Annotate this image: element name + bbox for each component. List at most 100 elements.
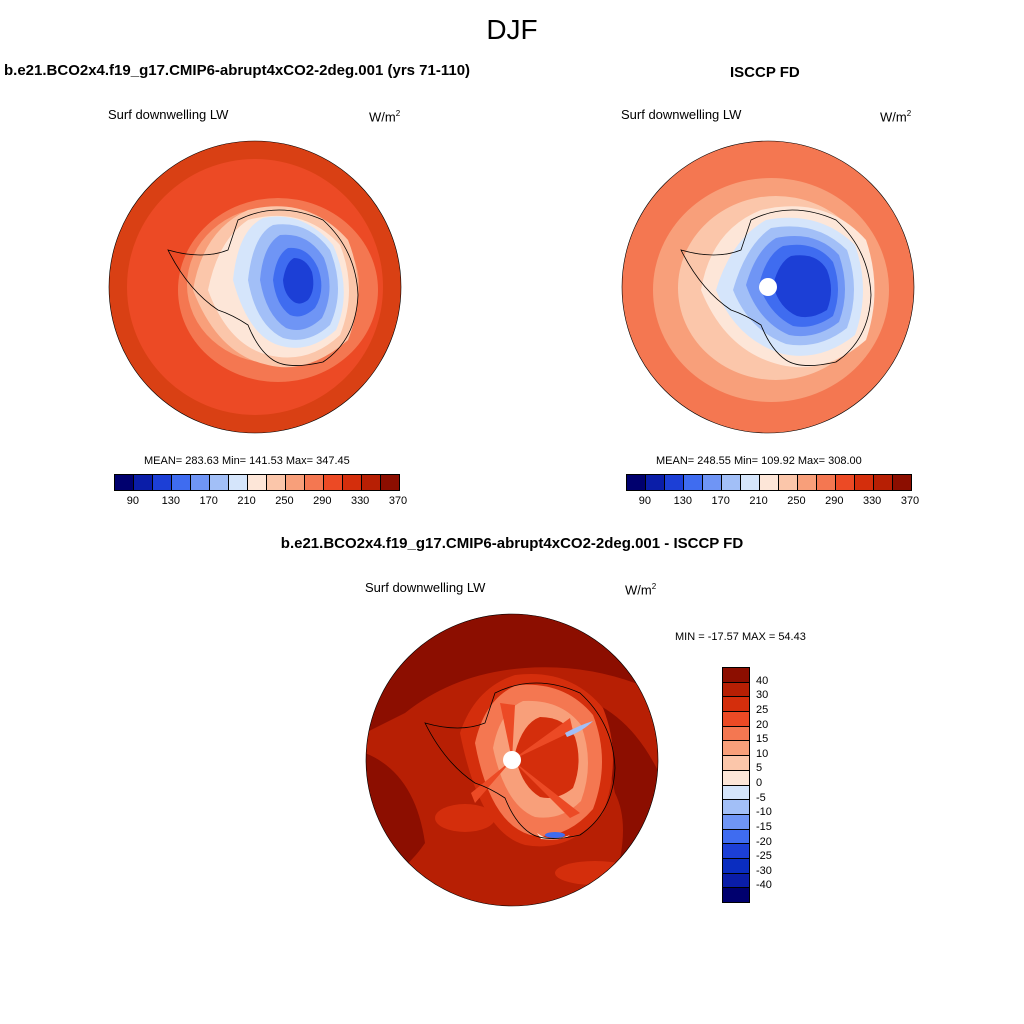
colorbar-tick-label: -25 — [756, 850, 772, 863]
colorbar-swatch — [684, 475, 703, 490]
colorbar-tick-label: -10 — [756, 806, 772, 819]
colorbar-tick-label: 370 — [388, 495, 408, 507]
colorbar-tick-label: -20 — [756, 835, 772, 848]
colorbar-tick-label: 40 — [756, 674, 769, 687]
panel3-variable: Surf downwelling LW — [365, 580, 486, 595]
colorbar-tick-label: 130 — [673, 495, 692, 507]
panel1-stats: MEAN= 283.63 Min= 141.53 Max= 347.45 — [144, 455, 350, 467]
colorbar-tick-label: -15 — [756, 820, 772, 833]
pole-hole — [759, 278, 777, 296]
map-panel1 — [108, 140, 402, 434]
colorbar-tick-label: 330 — [350, 495, 370, 507]
colorbar-tick-label: 0 — [756, 777, 763, 789]
panel2-title: ISCCP FD — [730, 64, 800, 81]
colorbar-swatch — [191, 475, 210, 490]
colorbar-swatch — [248, 475, 267, 490]
colorbar-tick-label: 5 — [756, 762, 763, 775]
colorbar-swatch — [723, 844, 749, 859]
colorbar-swatch — [723, 888, 749, 902]
panel2-colorbar-ticks: 90 130 170 210 250 290 330 370 — [626, 495, 919, 509]
colorbar-swatch — [723, 726, 749, 742]
colorbar-swatch — [305, 475, 324, 490]
panel2-units: W/m2 — [880, 109, 912, 125]
panel3-colorbar — [722, 667, 750, 903]
colorbar-swatch — [723, 814, 749, 830]
colorbar-swatch — [362, 475, 381, 490]
panel3-colorbar-ticks: 40 30 25 20 15 10 5 0 -5 -10 -15 -20 -25 -30 -40 — [756, 667, 796, 901]
colorbar-tick-label: 15 — [756, 733, 769, 746]
colorbar-swatch — [723, 668, 749, 683]
colorbar-swatch — [798, 475, 817, 490]
colorbar-tick-label: 290 — [825, 495, 844, 507]
colorbar-swatch — [723, 756, 749, 771]
map-panel2 — [621, 140, 915, 434]
colorbar-tick-label: 370 — [900, 495, 920, 507]
colorbar-swatch — [723, 829, 749, 845]
colorbar-swatch — [723, 800, 749, 815]
colorbar-swatch — [229, 475, 248, 490]
colorbar-tick-label: 90 — [638, 495, 652, 507]
colorbar-tick-label: -30 — [756, 864, 772, 877]
panel2-variable: Surf downwelling LW — [621, 107, 742, 122]
colorbar-swatch — [723, 741, 749, 757]
colorbar-tick-label: -5 — [756, 791, 766, 804]
colorbar-swatch — [836, 475, 855, 490]
colorbar-swatch — [817, 475, 836, 490]
colorbar-swatch — [172, 475, 191, 490]
colorbar-tick-label: 170 — [199, 495, 218, 507]
map-panel3 — [365, 613, 659, 907]
colorbar-swatch — [722, 475, 741, 490]
colorbar-swatch — [779, 475, 798, 490]
colorbar-swatch — [723, 712, 749, 727]
colorbar-tick-label: 130 — [161, 495, 180, 507]
colorbar-swatch — [723, 770, 749, 786]
colorbar-swatch — [134, 475, 153, 490]
colorbar-swatch — [210, 475, 229, 490]
colorbar-swatch — [723, 873, 749, 889]
colorbar-swatch — [723, 682, 749, 698]
colorbar-tick-label: 330 — [862, 495, 882, 507]
pole-hole — [503, 751, 521, 769]
colorbar-swatch — [324, 475, 343, 490]
colorbar-swatch — [646, 475, 665, 490]
colorbar-tick-label: 25 — [756, 703, 769, 716]
panel3-stats: MIN = -17.57 MAX = 54.43 — [675, 631, 806, 643]
colorbar-tick-label: 210 — [749, 495, 768, 507]
panel1-colorbar — [114, 474, 400, 491]
colorbar-swatch — [874, 475, 893, 490]
colorbar-tick-label: 30 — [756, 689, 769, 702]
panel1-title: b.e21.BCO2x4.f19_g17.CMIP6-abrupt4xCO2-2… — [4, 62, 471, 79]
colorbar-swatch — [723, 858, 749, 874]
colorbar-swatch — [741, 475, 760, 490]
colorbar-swatch — [343, 475, 362, 490]
colorbar-swatch — [855, 475, 874, 490]
panel1-units: W/m2 — [369, 109, 401, 125]
panel3-title: b.e21.BCO2x4.f19_g17.CMIP6-abrupt4xCO2-2… — [280, 535, 744, 552]
colorbar-tick-label: 170 — [711, 495, 730, 507]
colorbar-swatch — [627, 475, 646, 490]
main-title: DJF — [486, 14, 538, 45]
colorbar-swatch — [723, 785, 749, 801]
colorbar-swatch — [381, 475, 399, 490]
colorbar-swatch — [665, 475, 684, 490]
colorbar-tick-label: 20 — [756, 718, 769, 731]
colorbar-swatch — [267, 475, 286, 490]
colorbar-swatch — [286, 475, 305, 490]
colorbar-swatch — [760, 475, 779, 490]
panel1-variable: Surf downwelling LW — [108, 107, 229, 122]
colorbar-swatch — [115, 475, 134, 490]
colorbar-tick-label: 90 — [126, 495, 140, 507]
panel1-colorbar-ticks: 90 130 170 210 250 290 330 370 — [114, 495, 407, 509]
colorbar-swatch — [153, 475, 172, 490]
colorbar-tick-label: 250 — [275, 495, 294, 507]
colorbar-tick-label: 210 — [237, 495, 256, 507]
panel3-units: W/m2 — [625, 582, 657, 598]
colorbar-swatch — [723, 697, 749, 713]
colorbar-tick-label: 290 — [313, 495, 332, 507]
panel2-stats: MEAN= 248.55 Min= 109.92 Max= 308.00 — [656, 455, 862, 467]
colorbar-swatch — [703, 475, 722, 490]
colorbar-tick-label: -40 — [756, 879, 772, 892]
colorbar-tick-label: 10 — [756, 747, 769, 760]
panel2-colorbar — [626, 474, 912, 491]
colorbar-swatch — [893, 475, 911, 490]
